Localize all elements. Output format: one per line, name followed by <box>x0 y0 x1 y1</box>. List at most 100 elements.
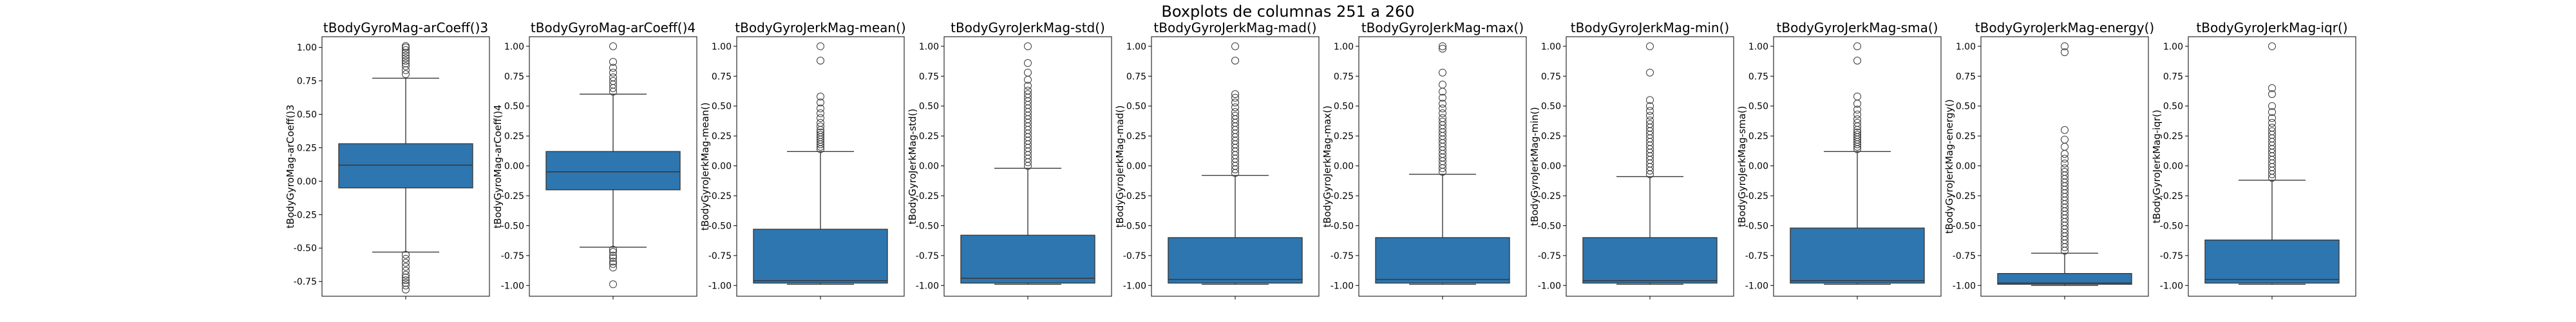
y-tick-label: -1.00 <box>1123 281 1146 291</box>
outlier-point <box>402 276 410 285</box>
y-tick-label: 0.75 <box>1334 71 1354 82</box>
y-tick-label: -0.75 <box>708 251 732 261</box>
outlier-point <box>817 92 824 100</box>
axes-frame <box>736 36 905 297</box>
outlier-point <box>1853 110 1861 118</box>
figure-title: Boxplots de columnas 251 a 260 <box>1161 3 1414 21</box>
axes-frame <box>1151 36 1320 297</box>
outlier-point <box>2061 135 2069 144</box>
panel-title: tBodyGyroMag-arCoeff()3 <box>323 20 488 35</box>
outlier-point <box>402 270 410 279</box>
y-tick-label: 1.00 <box>1956 42 1976 52</box>
y-tick-label: 0.00 <box>1541 162 1561 172</box>
outlier-point <box>817 131 824 139</box>
boxplot-panel-7: tBodyGyroJerkMag-min() tBodyGyroJerkMag-m… <box>1529 20 1734 299</box>
axes-frame <box>529 36 697 297</box>
y-tick-label: -0.75 <box>1538 251 1561 261</box>
outlier-point <box>402 254 410 263</box>
boxplot-panel-6: tBodyGyroJerkMag-max() tBodyGyroJerkMag-m… <box>1321 20 1527 299</box>
outlier-point <box>609 42 617 50</box>
iqr-box <box>2204 240 2340 284</box>
outlier-point <box>2061 155 2069 163</box>
y-tick-label: 0.25 <box>1541 131 1561 142</box>
outlier-point <box>402 285 410 294</box>
outlier-point <box>609 251 617 260</box>
outlier-point <box>402 52 410 60</box>
outlier-point <box>1024 59 1032 67</box>
outlier-point <box>1231 108 1239 116</box>
outlier-point <box>609 254 617 262</box>
panel-title: tBodyGyroMag-arCoeff()4 <box>531 20 696 35</box>
iqr-box <box>753 229 888 284</box>
y-tick-label: -1.00 <box>916 281 939 291</box>
outlier-point <box>1024 90 1032 99</box>
iqr-box <box>960 234 1095 284</box>
y-tick-label: -1.00 <box>501 281 524 291</box>
panels: tBodyGyroMag-arCoeff()3 tBodyGyroMag-arCo… <box>285 20 2356 299</box>
outlier-point <box>402 267 410 275</box>
outlier-point <box>1024 82 1032 90</box>
y-tick-label: 0.50 <box>2163 102 2183 112</box>
y-tick-label: -0.25 <box>2160 191 2183 202</box>
y-tick-label: -1.00 <box>1953 281 1976 291</box>
outlier-point <box>1853 106 1861 114</box>
outlier-point <box>817 57 824 65</box>
y-tick-label: -0.50 <box>916 221 939 231</box>
outlier-point <box>1853 42 1861 50</box>
iqr-box <box>545 151 681 191</box>
y-tick-label: -0.25 <box>708 191 732 202</box>
y-tick-label: 0.25 <box>1748 131 1768 142</box>
y-tick-label: 0.00 <box>1956 162 1976 172</box>
outlier-point <box>2268 90 2276 99</box>
y-tick-label: 0.75 <box>1748 71 1768 82</box>
outlier-point <box>1439 100 1446 108</box>
outlier-point <box>402 273 410 281</box>
y-axis-label: tBodyGyroJerkMag-mean() <box>699 102 711 231</box>
y-tick-label: 0.00 <box>2163 162 2183 172</box>
outlier-point <box>609 73 617 82</box>
y-tick-label: 1.00 <box>712 42 732 52</box>
outlier-point <box>2268 118 2276 127</box>
outlier-point <box>1231 42 1239 50</box>
y-tick-label: -0.50 <box>501 221 524 231</box>
y-tick-label: 1.00 <box>297 43 317 53</box>
outlier-point <box>402 281 410 290</box>
outlier-point <box>817 42 824 50</box>
y-axis-label: tBodyGyroJerkMag-iqr() <box>2151 109 2163 223</box>
y-tick-label: 0.00 <box>919 162 939 172</box>
panel-title: tBodyGyroJerkMag-sma() <box>1777 20 1938 35</box>
outlier-point <box>402 279 410 287</box>
y-tick-label: -0.75 <box>2160 251 2183 261</box>
outlier-point <box>609 58 617 66</box>
outlier-point <box>2061 142 2069 151</box>
outlier-point <box>1231 103 1239 111</box>
axes-frame <box>321 36 490 297</box>
outlier-point <box>609 68 617 77</box>
iqr-box <box>1997 273 2132 285</box>
outlier-point <box>609 260 617 268</box>
y-axis-label: tBodyGyroJerkMag-mad() <box>1114 106 1126 228</box>
outlier-point <box>1231 90 1239 99</box>
outlier-point <box>609 280 617 289</box>
y-tick-label: -1.00 <box>1331 281 1354 291</box>
axes-frame <box>1773 36 1942 297</box>
outlier-point <box>2268 124 2276 132</box>
outlier-point <box>817 122 824 131</box>
outlier-point <box>1853 115 1861 124</box>
outlier-point <box>1439 68 1446 77</box>
outlier-point <box>609 263 617 272</box>
y-tick-label: -0.50 <box>1331 221 1354 231</box>
outlier-point <box>2268 114 2276 122</box>
y-axis-label: tBodyGyroJerkMag-std() <box>907 109 918 225</box>
y-tick-label: -0.75 <box>916 251 939 261</box>
outlier-point <box>609 77 617 85</box>
y-tick-label: -0.25 <box>294 210 317 220</box>
y-tick-label: -0.50 <box>1123 221 1146 231</box>
outlier-point <box>2061 42 2069 50</box>
outlier-point <box>402 48 410 57</box>
outlier-point <box>2061 159 2069 167</box>
y-tick-label: -0.75 <box>501 251 524 261</box>
outlier-point <box>1439 80 1446 89</box>
outlier-point <box>402 259 410 267</box>
